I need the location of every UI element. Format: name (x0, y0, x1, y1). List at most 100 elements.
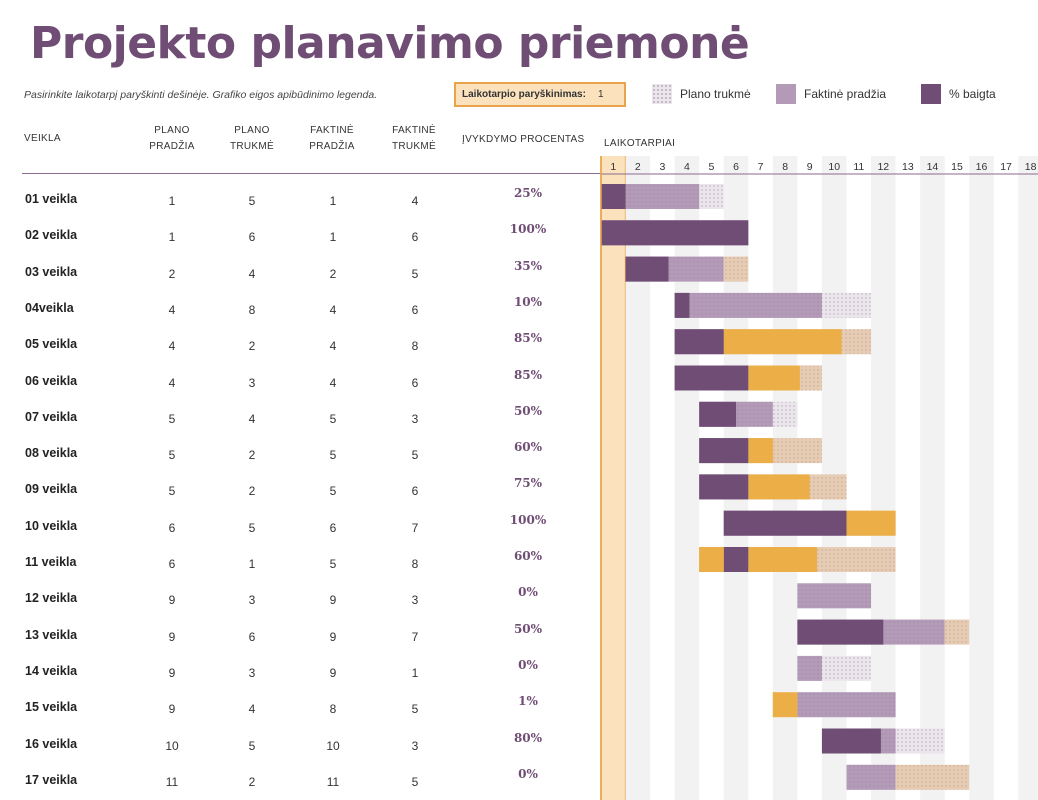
activity-name: 01 veikla (25, 192, 78, 206)
period-highlight-input[interactable]: 1 (593, 89, 608, 100)
actual-start-cell: 5 (329, 557, 337, 571)
percent-complete-cell: 50% (513, 403, 543, 418)
header-actual-start-line2: PRADŽIA (309, 141, 355, 152)
done-bar (797, 619, 884, 645)
period-number: 9 (807, 161, 813, 173)
header-activity: VEIKLA (24, 133, 61, 144)
done-bar (601, 220, 749, 246)
legend-done-label: % baigta (949, 87, 996, 101)
plan-duration-cell: 3 (248, 375, 256, 390)
header-plan-start-line1: PLANO (154, 125, 190, 136)
legend-actual-label: Faktinė pradžia (804, 87, 887, 101)
activity-name: 03 veikla (25, 264, 78, 279)
period-stripe (920, 156, 945, 800)
activity-name: 15 veikla (25, 700, 78, 715)
activity-name: 05 veikla (25, 337, 78, 352)
plan-duration-cell: 5 (248, 738, 256, 753)
period-highlight-control[interactable]: Laikotarpio paryškinimas: 1 (454, 82, 626, 107)
plan-duration-cell: 2 (248, 339, 256, 354)
period-stripe (1018, 156, 1038, 800)
done-overrun-bar (772, 692, 775, 718)
plan-duration-cell: 5 (248, 194, 256, 208)
actual-bar (797, 692, 896, 718)
activity-name: 12 veikla (25, 591, 78, 606)
activity-name: 13 veikla (25, 627, 78, 642)
plan-start-cell: 2 (168, 266, 176, 281)
period-highlight-column (601, 156, 626, 800)
plan-duration-cell: 2 (248, 484, 256, 499)
actual-start-cell: 4 (329, 302, 337, 317)
percent-complete-cell: 85% (513, 331, 543, 346)
plan-start-cell: 9 (168, 702, 176, 717)
actual-start-cell: 1 (329, 194, 337, 208)
legend-done-swatch (921, 84, 941, 104)
done-overrun-bar (748, 365, 800, 391)
actual-start-cell: 9 (329, 665, 337, 680)
done-overrun-bar (846, 510, 896, 536)
actual-duration-cell: 7 (411, 520, 419, 535)
done-bar (723, 510, 847, 536)
plan-start-cell: 5 (168, 448, 176, 463)
legend-plan-swatch (652, 84, 672, 104)
actual-start-cell: 5 (329, 484, 337, 499)
percent-complete-cell: 35% (513, 258, 543, 273)
actual-overrun-bar (944, 619, 970, 645)
plan-start-cell: 4 (168, 339, 176, 354)
actual-duration-cell: 3 (411, 738, 419, 753)
activity-name: 10 veikla (25, 518, 78, 533)
done-overrun-bar (699, 547, 724, 572)
header-plan-duration-line1: PLANO (234, 125, 270, 136)
activity-name: 07 veikla (25, 409, 78, 424)
percent-complete-cell: 80% (513, 730, 543, 745)
header-plan-duration-line2: TRUKMĖ (229, 141, 275, 152)
plan-start-cell: 4 (168, 302, 176, 317)
period-number: 1 (610, 161, 616, 173)
header-actual-duration-line2: TRUKMĖ (391, 141, 437, 152)
period-number: 3 (659, 161, 665, 173)
period-number: 12 (877, 161, 889, 173)
period-number: 2 (635, 161, 641, 173)
activity-name: 14 veikla (25, 663, 78, 678)
actual-start-cell: 1 (329, 230, 337, 245)
plan-duration-cell: 5 (248, 520, 256, 535)
plan-start-cell: 6 (168, 520, 176, 535)
period-number: 10 (828, 161, 840, 173)
actual-duration-cell: 5 (411, 266, 419, 281)
plan-start-cell: 5 (168, 484, 176, 499)
percent-complete-cell: 100% (509, 222, 547, 237)
done-bar (674, 292, 690, 318)
legend-instructions: Pasirinkite laikotarpį paryškinti dešinė… (24, 89, 378, 101)
actual-duration-cell: 5 (411, 774, 419, 789)
header-plan-start: PLANO PRADŽIA (148, 123, 196, 155)
plan-duration-cell: 4 (248, 702, 256, 717)
percent-complete-cell: 85% (513, 367, 543, 382)
plan-duration-cell: 3 (248, 665, 256, 680)
actual-overrun-bar (772, 692, 798, 718)
done-bar (699, 438, 749, 464)
activity-name: 16 veikla (25, 736, 78, 751)
done-bar (625, 256, 669, 282)
period-number: 7 (758, 161, 764, 173)
plan-duration-cell: 8 (248, 302, 256, 317)
header-actual-start: FAKTINĖ PRADŽIA (304, 123, 360, 155)
actual-duration-cell: 8 (411, 557, 419, 571)
actual-duration-cell: 6 (411, 230, 419, 245)
actual-bar (797, 583, 872, 609)
period-stripe (674, 156, 700, 800)
plan-duration-cell: 1 (248, 557, 256, 571)
plan-start-cell: 5 (168, 411, 176, 426)
period-stripe (625, 156, 651, 800)
percent-complete-cell: 1% (518, 694, 538, 709)
header-divider (22, 173, 602, 174)
period-number: 18 (1025, 161, 1037, 173)
legend-plan-label: Plano trukmė (680, 87, 751, 101)
actual-duration-cell: 3 (411, 593, 419, 608)
header-plan-start-line2: PRADŽIA (149, 141, 195, 152)
legend-done: % baigta (921, 84, 996, 104)
plan-start-cell: 11 (165, 774, 179, 789)
percent-complete-cell: 0% (518, 585, 538, 600)
done-overrun-bar (748, 547, 818, 572)
plan-duration-cell: 2 (248, 448, 256, 463)
actual-start-cell: 9 (329, 629, 337, 644)
percent-complete-cell: 10% (513, 294, 543, 309)
